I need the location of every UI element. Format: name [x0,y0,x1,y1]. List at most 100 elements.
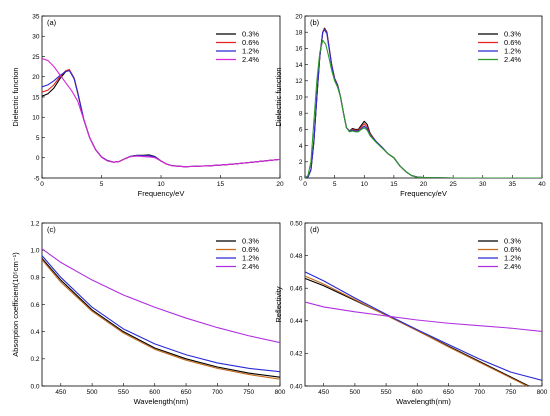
y-tick-label: 14 [295,62,303,69]
x-tick-label: 5 [100,181,104,188]
x-tick-label: 15 [217,181,225,188]
series-line-2.4% [42,57,280,168]
y-tick-label: 0.2 [30,356,39,363]
y-tick-label: 0.44 [290,318,303,325]
y-tick-label: 12 [295,78,303,85]
panel-label: (b) [310,18,320,27]
y-tick-label: 0.0 [30,383,39,390]
x-tick-label: 20 [420,181,428,188]
x-tick-label: 5 [333,181,337,188]
x-tick-label: 650 [443,389,454,396]
y-axis-label: Absorption coefficient(10⁵cm⁻¹) [11,252,20,357]
y-tick-label: 0.6 [30,302,39,309]
legend-label: 1.2% [504,47,521,56]
chart-panel-c: 450 500 550 600 650 700 750 800 0.0 0.2 0.4 0.6 0.8 1… [11,220,286,406]
x-tick-label: 15 [390,181,398,188]
panel-label: (c) [47,225,56,234]
y-tick-label: 18 [295,30,303,37]
y-tick-label: 8 [299,111,303,118]
panel-label: (a) [47,18,57,27]
legend-label: 2.4% [504,55,521,64]
x-tick-label: 550 [118,389,129,396]
legend-label: 0.6% [242,38,259,47]
y-tick-label: 15 [32,94,40,101]
y-tick-label: 0 [36,155,40,162]
x-tick-label: 800 [275,389,286,396]
legend-label: 0.3% [242,30,259,39]
x-tick-label: 0 [40,181,44,188]
y-tick-label: 10 [295,94,303,101]
y-tick-label: 1.2 [30,220,39,227]
y-tick-label: 0.50 [290,220,303,227]
y-tick-label: 5 [36,135,40,142]
series-line-0.6% [42,68,280,168]
x-tick-label: 550 [381,389,392,396]
y-tick-label: 25 [32,54,40,61]
legend-label: 2.4% [504,262,521,271]
x-tick-label: 0 [303,181,307,188]
legend-label: 2.4% [242,262,259,271]
x-tick-label: 30 [479,181,487,188]
y-tick-label: 0.4 [30,329,39,336]
series-line-1.2% [42,70,280,168]
plot-frame [304,222,543,387]
x-tick-label: 20 [276,181,284,188]
x-tick-label: 750 [505,389,516,396]
legend-label: 2.4% [242,55,259,64]
x-tick-label: 10 [157,181,165,188]
x-tick-label: 450 [55,389,66,396]
series-line-0.6% [305,275,529,386]
y-tick-label: 35 [32,13,40,20]
legend-label: 0.6% [504,245,521,254]
y-tick-label: 0 [299,175,303,182]
x-tick-label: 10 [361,181,369,188]
y-tick-label: 20 [295,13,303,20]
x-axis-label: Wavelength(nm) [134,397,189,406]
legend-label: 0.3% [242,237,259,246]
legend-label: 0.6% [504,38,521,47]
x-axis-label: Frequency/eV [400,189,447,198]
legend-label: 0.3% [504,30,521,39]
series-line-1.2% [305,271,542,381]
series-line-0.3% [42,257,280,378]
x-tick-label: 25 [450,181,458,188]
x-tick-label: 500 [349,389,360,396]
x-tick-label: 700 [212,389,223,396]
x-tick-label: 450 [318,389,329,396]
y-tick-label: 2 [299,159,303,166]
legend-label: 0.3% [504,237,521,246]
y-tick-label: 6 [299,127,303,134]
x-axis-label: Frequency/eV [138,189,185,198]
series-line-2.4% [42,248,280,344]
y-tick-label: 30 [32,34,40,41]
y-tick-label: 0.42 [290,351,303,358]
series-line-2.4% [305,39,542,178]
x-tick-label: 750 [243,389,254,396]
x-tick-label: 700 [474,389,485,396]
y-tick-label: 0.46 [290,286,303,293]
series-line-0.6% [42,259,280,380]
x-tick-label: 500 [87,389,98,396]
x-tick-label: 600 [412,389,423,396]
series-line-2.4% [305,301,542,332]
y-tick-label: 16 [295,46,303,53]
y-tick-label: 10 [32,115,40,122]
y-tick-label: -5 [34,175,40,182]
x-tick-label: 600 [149,389,160,396]
y-axis-label: Dielectric function [274,67,283,126]
x-tick-label: 40 [538,181,546,188]
chart-panel-d: 450 500 550 600 650 700 750 800 0.40 0.42 0.44 0.46… [274,220,548,406]
series-line-0.3% [42,69,280,168]
legend-label: 1.2% [242,254,259,263]
chart-panel-a: 0 5 10 15 20-505101520253035Frequency/eVDiel… [11,13,284,198]
y-tick-label: 0.8 [30,275,39,282]
chart-panel-b: 0 5 10 15 20 25 30 35 4002468101214161820Frequen… [274,13,546,198]
panel-label: (d) [310,225,320,234]
y-tick-label: 1.0 [30,247,39,254]
x-tick-label: 800 [537,389,548,396]
y-tick-label: 20 [32,74,40,81]
x-tick-label: 35 [509,181,517,188]
legend-label: 0.6% [242,245,259,254]
x-tick-label: 650 [181,389,192,396]
